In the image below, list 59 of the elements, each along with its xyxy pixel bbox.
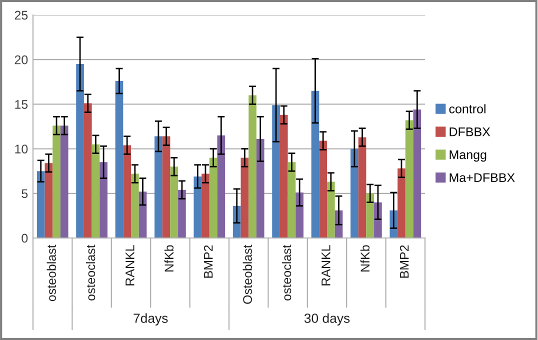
bar xyxy=(272,105,280,238)
x-tick-label: NfKb xyxy=(360,245,370,272)
bar xyxy=(202,174,210,238)
y-tick-label: 20 xyxy=(14,55,28,64)
bar xyxy=(248,95,256,238)
text: 7days xyxy=(134,313,168,326)
bar xyxy=(100,162,108,238)
bar xyxy=(288,162,296,238)
x-tick-label: osteoclast xyxy=(282,244,292,300)
legend-label: Mangg xyxy=(450,150,486,162)
y-tick-label: 5 xyxy=(22,189,28,198)
bar xyxy=(178,190,186,238)
y-tick-label: 15 xyxy=(15,100,28,109)
bar xyxy=(92,144,100,238)
y-tick-label: 25 xyxy=(14,10,28,20)
bar xyxy=(296,192,304,238)
bar xyxy=(44,163,53,238)
bar xyxy=(327,182,335,238)
x-tick-label: BMP2 xyxy=(400,245,409,278)
bar xyxy=(280,114,288,238)
bar xyxy=(36,171,45,238)
bar xyxy=(123,145,131,238)
bar xyxy=(319,140,327,238)
bar xyxy=(413,110,422,238)
legend-label: Ma+DFBBX xyxy=(450,173,515,182)
bar xyxy=(194,176,202,238)
bar xyxy=(398,168,406,238)
legend-label: control xyxy=(449,104,486,114)
bar xyxy=(256,138,264,238)
bar xyxy=(366,193,374,238)
bar xyxy=(115,81,124,238)
y-tick-label: 10 xyxy=(15,144,28,154)
x-tick-label: osteoblast xyxy=(46,244,56,302)
x-tick-label: RANKL xyxy=(322,245,330,286)
bar xyxy=(374,202,382,238)
x-tick-label: osteoclast xyxy=(86,244,96,300)
text: 30 days xyxy=(304,313,350,326)
bar xyxy=(131,174,139,238)
bar xyxy=(84,103,92,238)
bar xyxy=(76,64,84,238)
bar xyxy=(350,148,358,238)
bar xyxy=(311,90,320,238)
bar xyxy=(138,192,147,238)
y-tick-label: 0 xyxy=(22,234,28,243)
bar xyxy=(52,126,60,238)
bar xyxy=(60,126,68,238)
x-tick-label: Osteoblast xyxy=(242,244,252,304)
legend-label: DFBBX xyxy=(450,128,490,136)
bar xyxy=(240,158,249,238)
bar xyxy=(405,120,414,238)
bar xyxy=(358,137,366,238)
x-tick-label: RANKL xyxy=(126,245,134,286)
x-tick-label: NfKb xyxy=(164,245,174,272)
bar xyxy=(170,166,178,238)
bar xyxy=(209,158,218,238)
bar xyxy=(162,136,170,238)
bar xyxy=(154,136,162,238)
x-tick-label: BMP2 xyxy=(204,245,213,278)
bar xyxy=(217,135,226,238)
